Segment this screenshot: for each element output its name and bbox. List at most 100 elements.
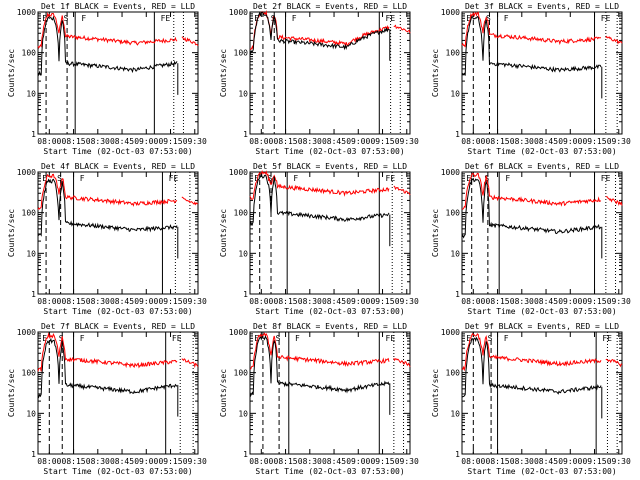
y-tick-label: 100 xyxy=(446,49,461,58)
lld-series-tail xyxy=(393,185,411,196)
x-tick-label: 09:15 xyxy=(158,137,182,146)
x-tick-label: 09:15 xyxy=(370,457,394,466)
x-tick-label: 09:30 xyxy=(607,457,631,466)
x-tick-label: 08:45 xyxy=(322,457,346,466)
y-tick-label: 1000 xyxy=(17,168,36,177)
x-tick-label: 09:15 xyxy=(582,297,606,306)
y-axis-label: Counts/sec xyxy=(219,49,228,97)
phase-marker-letter: F xyxy=(505,174,510,183)
x-tick-label: 09:30 xyxy=(395,137,419,146)
x-tick-label: 09:00 xyxy=(558,297,582,306)
x-tick-label: 09:15 xyxy=(370,137,394,146)
phase-marker-letter: S xyxy=(486,14,491,23)
phase-marker-letter: FE xyxy=(601,174,611,183)
lld-series-line xyxy=(461,332,602,372)
y-axis-label: Counts/sec xyxy=(431,209,440,257)
panel-1: Det 1f BLACK = Events, RED = LLD 1 10 100 10… xyxy=(7,2,207,156)
lld-series-tail xyxy=(605,35,623,45)
x-tick-label: 08:00 xyxy=(461,137,485,146)
x-axis-label: Start Time (02-Oct-03 07:53:00) xyxy=(43,307,192,316)
x-tick-label: 08:00 xyxy=(249,137,273,146)
x-tick-label: 09:15 xyxy=(370,297,394,306)
lld-series-tail xyxy=(393,24,411,34)
phase-marker-letter: S xyxy=(57,174,62,183)
phase-marker-letter: FE xyxy=(386,14,396,23)
y-tick-label: 1 xyxy=(31,450,36,459)
y-tick-label: 1000 xyxy=(229,8,248,17)
x-tick-label: 09:00 xyxy=(558,457,582,466)
panel-title: Det 2f BLACK = Events, RED = LLD xyxy=(253,2,407,11)
x-tick-label: 08:45 xyxy=(322,137,346,146)
x-tick-label: 08:15 xyxy=(62,457,86,466)
events-series-line xyxy=(461,336,602,398)
plot-frame xyxy=(249,171,411,295)
x-axis-label: Start Time (02-Oct-03 07:53:00) xyxy=(467,307,616,316)
phase-marker-letter: FE xyxy=(602,334,612,343)
y-tick-label: 1 xyxy=(243,130,248,139)
phase-marker-letter: E xyxy=(466,174,471,183)
x-tick-label: 08:30 xyxy=(298,297,322,306)
events-series-line xyxy=(37,337,178,399)
x-tick-label: 08:15 xyxy=(62,137,86,146)
y-tick-label: 10 xyxy=(450,89,460,98)
lld-series-tail xyxy=(605,195,623,206)
events-series-line xyxy=(461,177,602,239)
x-tick-label: 08:30 xyxy=(86,457,110,466)
x-tick-label: 09:00 xyxy=(134,137,158,146)
x-tick-label: 09:15 xyxy=(582,137,606,146)
y-tick-label: 1000 xyxy=(229,168,248,177)
x-tick-label: 09:15 xyxy=(158,297,182,306)
phase-marker-letter: F xyxy=(81,14,86,23)
phase-marker-letter: S xyxy=(64,14,69,23)
phase-marker-letter: S xyxy=(276,334,281,343)
panel-8: Det 8f BLACK = Events, RED = LLD 1 10 100 10… xyxy=(219,322,419,476)
y-tick-label: 1000 xyxy=(17,328,36,337)
panel-title: Det 6f BLACK = Events, RED = LLD xyxy=(465,162,619,171)
y-tick-label: 1000 xyxy=(441,328,460,337)
panel-2: Det 2f BLACK = Events, RED = LLD 1 10 100 10… xyxy=(219,2,419,156)
plot-frame xyxy=(37,171,199,295)
y-tick-label: 1 xyxy=(31,130,36,139)
x-tick-label: 08:15 xyxy=(486,137,510,146)
lld-series-line xyxy=(461,172,602,210)
events-series-line xyxy=(461,15,602,76)
x-tick-label: 09:30 xyxy=(607,297,631,306)
y-tick-label: 1 xyxy=(455,450,460,459)
lld-series-tail xyxy=(181,358,199,369)
y-tick-label: 1000 xyxy=(229,328,248,337)
x-tick-label: 09:30 xyxy=(183,137,207,146)
x-tick-label: 08:30 xyxy=(510,457,534,466)
panel-title: Det 3f BLACK = Events, RED = LLD xyxy=(465,2,619,11)
x-tick-label: 08:00 xyxy=(37,137,61,146)
panel-4: Det 4f BLACK = Events, RED = LLD 1 10 100 10… xyxy=(7,162,207,316)
panel-5: Det 5f BLACK = Events, RED = LLD 1 10 100 10… xyxy=(219,162,419,316)
phase-marker-letter: E xyxy=(42,334,47,343)
x-tick-label: 09:30 xyxy=(607,137,631,146)
events-series-line xyxy=(249,172,390,226)
phase-marker-letter: S xyxy=(59,334,64,343)
panel-title: Det 8f BLACK = Events, RED = LLD xyxy=(253,322,407,331)
panel-title: Det 5f BLACK = Events, RED = LLD xyxy=(253,162,407,171)
phase-marker-letter: E xyxy=(254,334,259,343)
y-tick-label: 10 xyxy=(26,89,36,98)
x-axis-label: Start Time (02-Oct-03 07:53:00) xyxy=(255,467,404,476)
lld-series-line xyxy=(37,11,178,49)
x-tick-label: 09:15 xyxy=(582,457,606,466)
plot-frame xyxy=(461,171,623,295)
y-tick-label: 10 xyxy=(238,409,248,418)
y-axis-label: Counts/sec xyxy=(7,209,16,257)
y-tick-label: 100 xyxy=(234,369,249,378)
x-axis-label: Start Time (02-Oct-03 07:53:00) xyxy=(255,307,404,316)
x-tick-label: 08:45 xyxy=(110,457,134,466)
panel-3: Det 3f BLACK = Events, RED = LLD 1 10 100 10… xyxy=(431,2,631,156)
x-tick-label: 09:00 xyxy=(558,137,582,146)
plot-frame xyxy=(37,331,199,455)
panel-7: Det 7f BLACK = Events, RED = LLD 1 10 100 10… xyxy=(7,322,207,476)
x-tick-label: 08:00 xyxy=(461,297,485,306)
plot-frame xyxy=(249,331,411,455)
y-tick-label: 100 xyxy=(446,209,461,218)
phase-marker-letter: F xyxy=(295,334,300,343)
x-tick-label: 08:45 xyxy=(110,297,134,306)
phase-marker-letter: FE xyxy=(161,14,171,23)
